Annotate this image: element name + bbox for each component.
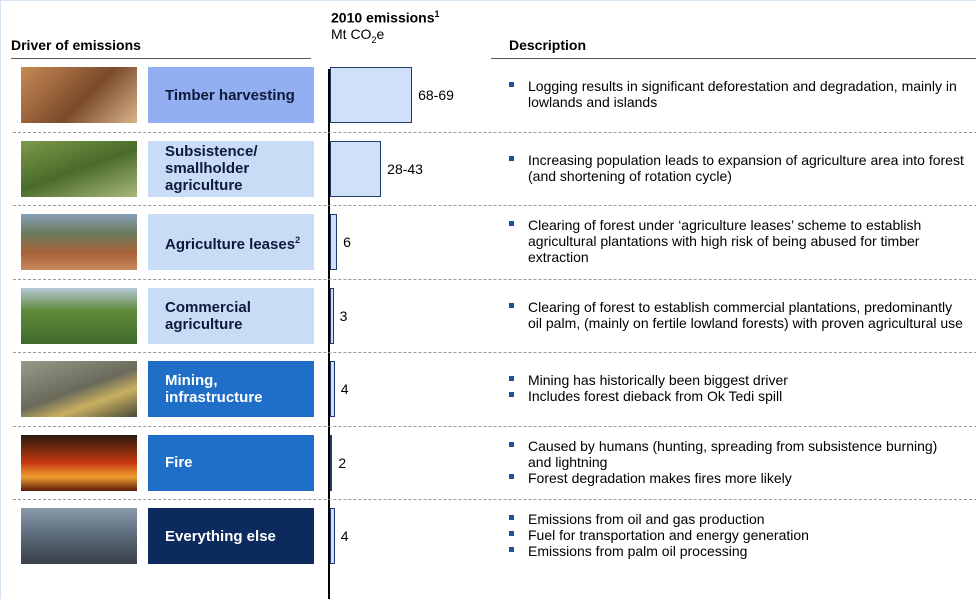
description: Logging results in significant deforesta… xyxy=(509,61,964,127)
photo xyxy=(21,434,137,491)
unit: e xyxy=(376,25,385,42)
driver-name: Subsistence/ smallholder agriculture xyxy=(165,143,258,194)
driver-row: Timber harvesting 68-69 Logging results in… xyxy=(1,67,976,141)
row-separator xyxy=(13,352,976,353)
bullet: Emissions from palm oil processing xyxy=(509,543,964,559)
bullet: Clearing of forest under ‘agriculture le… xyxy=(509,217,964,265)
driver-row: Mining, infrastructure 4 Mining has histor… xyxy=(1,361,976,435)
emission-label: 28-43 xyxy=(387,160,423,177)
emissions-header: 2010 emissions1 Mt CO2e xyxy=(331,6,440,47)
driver-header: Driver of emissions xyxy=(11,37,141,53)
emission-bar xyxy=(330,508,335,564)
description: Mining has historically been biggest dri… xyxy=(509,355,964,421)
driver-label: Subsistence/ smallholder agriculture xyxy=(148,140,314,197)
emission-label: 3 xyxy=(339,307,348,324)
bullet: Includes forest dieback from Ok Tedi spi… xyxy=(509,388,964,404)
footnote: 2 xyxy=(295,234,301,245)
description: Clearing of forest to establish commerci… xyxy=(509,282,964,348)
emission-bar xyxy=(330,361,335,417)
driver-name: Commercial agriculture xyxy=(165,298,251,333)
driver-label: Timber harvesting xyxy=(148,67,314,123)
bullet: Fuel for transportation and energy gener… xyxy=(509,527,964,543)
emission-label: 6 xyxy=(343,234,351,250)
driver-text: Subsistence/ smallholder agriculture xyxy=(165,143,304,194)
description: Increasing population leads to expansion… xyxy=(509,135,964,201)
emission-label: 4 xyxy=(340,381,349,397)
row-separator xyxy=(13,278,976,280)
driver-text: Everything else xyxy=(165,528,276,545)
emission-bar xyxy=(330,214,338,270)
driver-label: Commercial agriculture xyxy=(148,287,314,344)
emission-bar xyxy=(330,67,413,123)
emission-label: 68-69 xyxy=(418,87,454,103)
footnote: 1 xyxy=(434,9,440,19)
description: Emissions from oil and gas production Fue… xyxy=(509,502,964,568)
bullet: Forest degradation makes fires more like… xyxy=(509,470,964,486)
photo xyxy=(21,361,137,417)
row-separator xyxy=(13,499,976,500)
bullet: Logging results in significant deforesta… xyxy=(509,78,964,110)
driver-text: Agriculture leases2 xyxy=(165,232,300,253)
emission-bar xyxy=(330,434,333,491)
driver-name: Everything else xyxy=(165,527,276,545)
row-separator xyxy=(13,131,976,133)
bullet: Caused by humans (hunting, spreading fro… xyxy=(509,438,964,470)
driver-name: Fire xyxy=(165,454,193,471)
description: Clearing of forest under ‘agriculture le… xyxy=(509,208,964,274)
emission-bar xyxy=(330,287,334,344)
bullet: Mining has historically been biggest dri… xyxy=(509,372,964,388)
driver-label: Mining, infrastructure xyxy=(148,361,314,417)
driver-text: Mining, infrastructure xyxy=(165,372,304,406)
photo xyxy=(21,287,137,344)
unit-sub: 2 xyxy=(371,34,377,45)
unit: Mt CO xyxy=(331,25,372,42)
emissions-title: 2010 emissions xyxy=(331,9,435,26)
driver-name: Mining, infrastructure xyxy=(165,372,263,406)
driver-row: Agriculture leases2 6 Clearing of forest u… xyxy=(1,214,976,288)
bullet: Increasing population leads to expansion… xyxy=(509,152,964,184)
emission-bar xyxy=(330,140,382,197)
description: Caused by humans (hunting, spreading fro… xyxy=(509,429,964,495)
row-separator xyxy=(13,425,976,427)
photo xyxy=(21,214,137,270)
driver-label: Everything else xyxy=(148,508,314,564)
header-rule xyxy=(11,58,311,59)
driver-text: Commercial agriculture xyxy=(165,299,304,333)
photo xyxy=(21,140,137,197)
driver-text: Fire xyxy=(165,454,193,471)
photo xyxy=(21,67,137,123)
driver-label: Fire xyxy=(148,434,314,491)
driver-label: Agriculture leases2 xyxy=(148,214,314,270)
emission-label: 4 xyxy=(340,528,349,544)
driver-row: Commercial agriculture 3 Clearing of fores… xyxy=(1,287,976,362)
bullet: Emissions from oil and gas production xyxy=(509,511,964,527)
axis-line xyxy=(328,69,330,599)
driver-name: Timber harvesting xyxy=(165,86,295,104)
bullet: Clearing of forest to establish commerci… xyxy=(509,299,964,331)
photo xyxy=(21,508,137,564)
emission-label: 2 xyxy=(338,454,347,471)
driver-text: Timber harvesting xyxy=(165,87,295,104)
description-header: Description xyxy=(509,37,587,53)
header-rule xyxy=(491,58,976,59)
driver-row: Everything else 4 Emissions from oil and g… xyxy=(1,508,976,582)
driver-name: Agriculture leases xyxy=(165,235,296,253)
driver-row: Subsistence/ smallholder agriculture 28-4… xyxy=(1,140,976,215)
row-separator xyxy=(13,205,976,206)
driver-row: Fire 2 Caused by humans (hunting, spreadin… xyxy=(1,434,976,509)
